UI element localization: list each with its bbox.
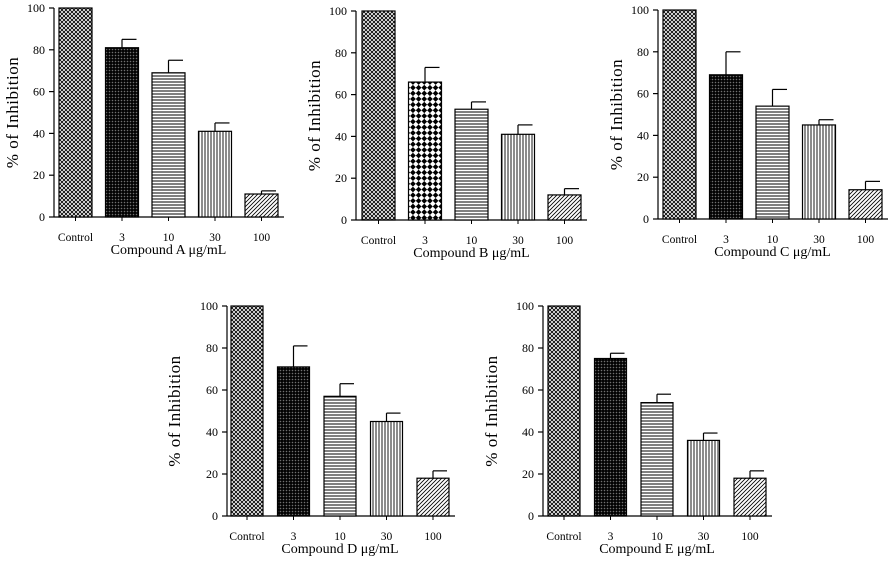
bar <box>104 47 140 218</box>
bar <box>593 357 628 517</box>
bar <box>454 108 489 221</box>
category-label: 100 <box>741 531 759 543</box>
category-label: 10 <box>466 235 478 247</box>
y-tick-label: 80 <box>33 43 45 57</box>
category-label: 10 <box>651 531 663 543</box>
category-label: 3 <box>119 232 125 244</box>
category-label: 30 <box>381 531 393 543</box>
bar <box>755 105 790 220</box>
y-tick-label: 0 <box>643 212 649 226</box>
chart-panel-2: 0 20 40 60 80 100 Control 3 10 30 100 Compound B μg… <box>305 4 587 261</box>
y-tick-label: 0 <box>528 509 534 523</box>
bar <box>230 305 264 517</box>
y-tick-label: 60 <box>335 88 347 102</box>
y-axis-title: % of Inhibition <box>607 59 626 170</box>
category-label: 100 <box>424 531 442 543</box>
bar <box>708 74 744 220</box>
y-tick-label: 60 <box>637 87 649 101</box>
category-label: Control <box>361 235 396 247</box>
y-axis-title: % of Inhibition <box>482 355 501 466</box>
category-label: 100 <box>253 232 271 244</box>
x-axis-title: Compound A μg/mL <box>111 243 227 258</box>
x-axis-title: Compound E μg/mL <box>599 542 715 557</box>
bar <box>58 7 93 218</box>
y-tick-label: 80 <box>206 341 218 355</box>
bar <box>547 305 581 517</box>
category-label: 10 <box>334 531 346 543</box>
y-tick-label: 60 <box>206 383 218 397</box>
y-tick-label: 100 <box>631 3 649 17</box>
category-label: 30 <box>813 234 825 246</box>
chart-panel-1: 0 20 40 60 80 100 Control 3 10 30 100 Compound A μg… <box>3 1 284 258</box>
category-label: 3 <box>608 531 614 543</box>
bar <box>547 194 582 221</box>
y-tick-label: 80 <box>335 46 347 60</box>
bar <box>801 124 837 220</box>
bar <box>848 189 883 220</box>
y-axis-title: % of Inhibition <box>165 355 184 466</box>
y-tick-label: 0 <box>39 210 45 224</box>
bar <box>416 477 450 517</box>
x-axis-title: Compound C μg/mL <box>714 245 830 260</box>
y-tick-label: 100 <box>27 1 45 15</box>
y-tick-label: 40 <box>522 425 534 439</box>
category-label: 10 <box>163 232 175 244</box>
category-label: 30 <box>698 531 710 543</box>
y-tick-label: 20 <box>33 168 45 182</box>
bar <box>276 366 311 517</box>
bar <box>662 9 697 220</box>
category-label: Control <box>229 531 264 543</box>
category-label: 30 <box>209 232 221 244</box>
bar <box>151 72 186 218</box>
y-tick-label: 20 <box>335 171 347 185</box>
bar <box>500 133 536 221</box>
category-label: 3 <box>422 235 428 247</box>
x-axis-title: Compound D μg/mL <box>281 542 398 557</box>
bar <box>369 420 404 517</box>
y-tick-label: 0 <box>341 213 347 227</box>
y-tick-label: 80 <box>637 45 649 59</box>
y-tick-label: 20 <box>522 467 534 481</box>
y-tick-label: 80 <box>522 341 534 355</box>
category-label: 100 <box>857 234 875 246</box>
bar <box>197 130 233 218</box>
y-tick-label: 20 <box>637 170 649 184</box>
category-label: Control <box>662 234 697 246</box>
category-label: Control <box>546 531 581 543</box>
bar <box>640 402 674 517</box>
chart-panel-4: 0 20 40 60 80 100 Control 3 10 30 100 Compound D μg… <box>165 299 455 557</box>
category-label: Control <box>58 232 93 244</box>
y-tick-label: 20 <box>206 467 218 481</box>
y-tick-label: 60 <box>33 85 45 99</box>
category-label: 30 <box>512 235 524 247</box>
y-tick-label: 40 <box>33 126 45 140</box>
y-tick-label: 0 <box>212 509 218 523</box>
y-tick-label: 40 <box>637 128 649 142</box>
category-label: 3 <box>291 531 297 543</box>
bar <box>361 10 396 221</box>
chart-panel-3: 0 20 40 60 80 100 Control 3 10 30 100 Compound C μg… <box>607 3 888 260</box>
bar <box>407 81 443 221</box>
x-axis-title: Compound B μg/mL <box>413 246 529 261</box>
category-label: 3 <box>723 234 729 246</box>
category-label: 100 <box>556 235 574 247</box>
y-tick-label: 60 <box>522 383 534 397</box>
bar <box>686 439 721 517</box>
chart-panel-5: 0 20 40 60 80 100 Control 3 10 30 100 Compound E μg… <box>482 299 772 557</box>
y-tick-label: 100 <box>516 299 534 313</box>
y-axis-title: % of Inhibition <box>3 57 22 168</box>
category-label: 10 <box>767 234 779 246</box>
y-tick-label: 40 <box>335 129 347 143</box>
bar <box>323 395 357 517</box>
bar <box>733 477 767 517</box>
y-tick-label: 100 <box>200 299 218 313</box>
y-tick-label: 100 <box>329 4 347 18</box>
bar <box>244 193 279 218</box>
y-axis-title: % of Inhibition <box>305 60 324 171</box>
y-tick-label: 40 <box>206 425 218 439</box>
